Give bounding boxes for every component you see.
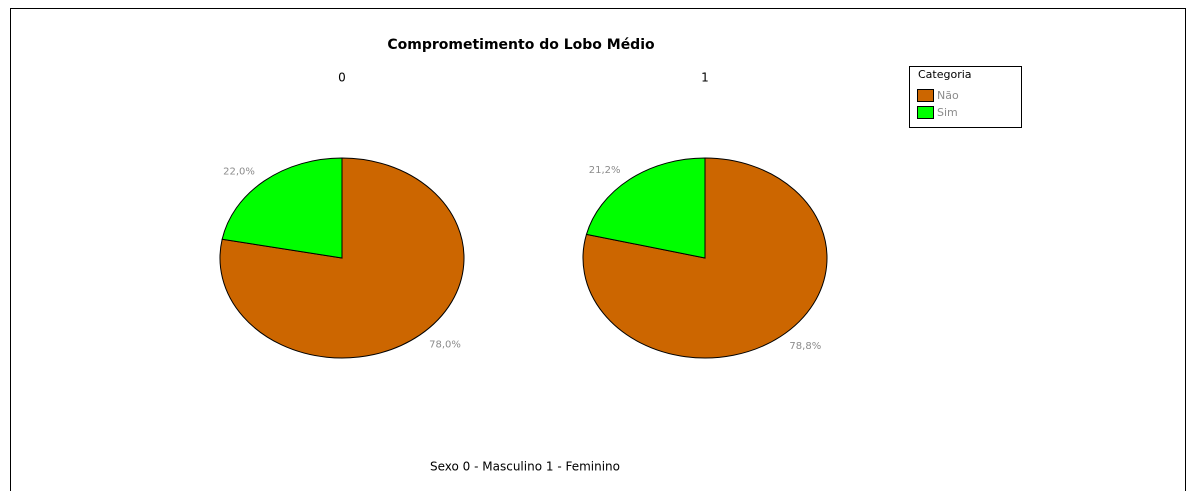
frame — [10, 8, 1186, 491]
value-label: 78,0% — [429, 339, 461, 350]
legend-swatch — [917, 106, 934, 119]
chart-title: Comprometimento do Lobo Médio — [387, 37, 655, 53]
pie-slice — [221, 157, 343, 259]
value-label: 22,0% — [223, 167, 255, 178]
value-label: 78,8% — [789, 341, 821, 352]
legend-label: Não — [937, 89, 959, 102]
pie-title: 1 — [701, 71, 709, 85]
caption: Sexo 0 - Masculino 1 - Feminino — [430, 460, 620, 474]
pie-slice — [585, 157, 706, 259]
value-label: 21,2% — [589, 165, 621, 176]
legend-title: Categoria — [918, 68, 972, 81]
pie-title: 0 — [338, 71, 346, 85]
legend-swatch — [917, 89, 934, 102]
legend-label: Sim — [937, 106, 958, 119]
